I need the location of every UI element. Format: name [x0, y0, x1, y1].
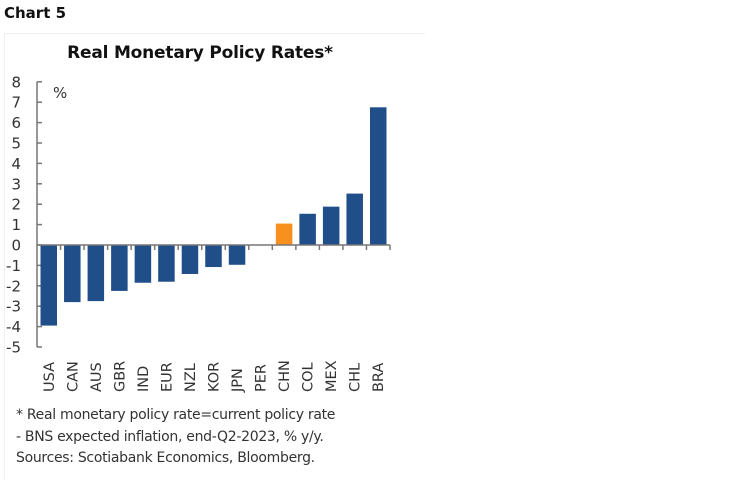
y-tick-label: -5 — [6, 339, 21, 357]
y-tick-label: 0 — [11, 237, 21, 255]
x-tick-label: CHL — [348, 363, 364, 392]
y-tick-label: 8 — [11, 73, 21, 91]
x-tick-label: IND — [136, 366, 152, 392]
y-tick-label: 6 — [11, 114, 21, 132]
x-tick-label: BRA — [371, 363, 387, 392]
y-tick-label: -3 — [6, 298, 21, 316]
bar-mex — [322, 206, 340, 245]
y-tick-label: 5 — [11, 135, 21, 153]
x-tick-label: NZL — [183, 363, 199, 392]
x-axis-labels: USA CAN AUS GBR IND EUR NZL KOR JPN PER CHN COL MEX C… — [42, 360, 387, 393]
y-tick-label: 7 — [11, 94, 21, 112]
bar-gbr — [111, 245, 128, 291]
y-tick-label: -1 — [6, 257, 21, 275]
x-tick-label: JPN — [230, 368, 246, 393]
footnote-line: * Real monetary policy rate=current poli… — [16, 407, 336, 423]
bar-chn — [275, 223, 293, 245]
bar-col — [299, 213, 316, 245]
bar-can — [64, 245, 81, 303]
axes — [36, 81, 391, 347]
y-tick-label: 1 — [11, 216, 21, 234]
bars — [40, 107, 387, 326]
x-tick-label: PER — [254, 364, 270, 392]
x-tick-label: CAN — [65, 361, 81, 392]
y-tick-label: -4 — [6, 318, 21, 336]
y-tick-label: -2 — [6, 277, 21, 295]
footnote-line: Sources: Scotiabank Economics, Bloomberg… — [16, 450, 315, 466]
unit-label: % — [53, 84, 67, 102]
x-tick-label: EUR — [159, 362, 175, 392]
bar-ind — [134, 245, 152, 283]
x-tick-label: AUS — [89, 362, 105, 392]
bar-usa — [40, 245, 58, 326]
x-tick-label: USA — [42, 362, 58, 392]
y-tick-label: 4 — [11, 155, 21, 173]
bar-kor — [205, 245, 222, 268]
chart-frame — [4, 33, 425, 480]
bar-nzl — [181, 245, 199, 274]
y-tick-label: 2 — [11, 196, 21, 214]
x-tick-label: COL — [301, 362, 317, 392]
x-tick-label: MEX — [324, 360, 340, 392]
chart-number: Chart 5 — [4, 4, 67, 22]
x-tick-label: CHN — [277, 360, 293, 392]
x-tick-label: GBR — [112, 361, 128, 392]
chart-title: Real Monetary Policy Rates* — [67, 43, 333, 63]
bar-bra — [369, 107, 387, 245]
footnote: * Real monetary policy rate=current poli… — [16, 405, 335, 470]
y-axis-ticks: 8 7 6 5 4 3 2 1 0 -1 -2 -3 -4 -5 — [6, 73, 42, 357]
footnote-line: - BNS expected inflation, end-Q2-2023, %… — [16, 428, 324, 445]
x-tick-label: KOR — [207, 362, 223, 392]
bar-eur — [158, 245, 175, 282]
y-tick-label: 3 — [11, 175, 21, 193]
bar-jpn — [228, 245, 246, 265]
bar-aus — [87, 245, 105, 302]
bar-chl — [346, 193, 363, 245]
